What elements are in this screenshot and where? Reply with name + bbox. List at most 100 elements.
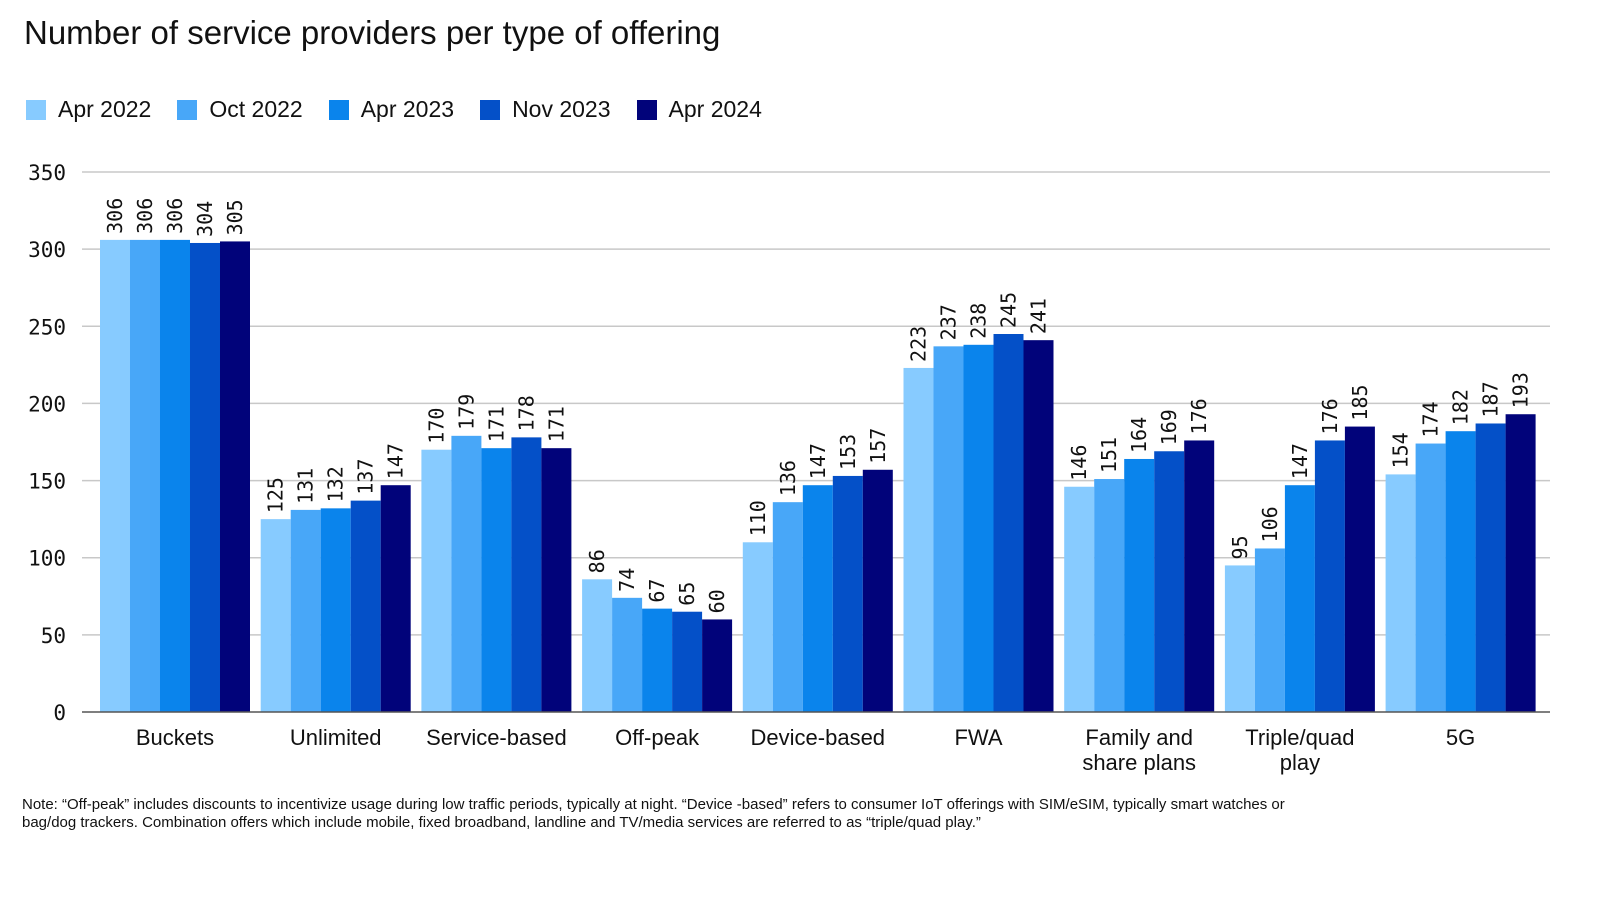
legend-item: Apr 2022 (26, 96, 151, 123)
data-label: 125 (264, 477, 288, 513)
bar (1385, 474, 1416, 712)
data-label: 237 (937, 304, 961, 340)
data-label: 182 (1449, 389, 1473, 425)
y-tick-label: 150 (28, 470, 66, 494)
data-label: 157 (866, 428, 890, 464)
data-label: 164 (1127, 417, 1151, 453)
data-label: 147 (1288, 443, 1312, 479)
bar (1254, 548, 1285, 712)
bar (802, 485, 833, 712)
legend-swatch (26, 99, 46, 120)
bar (350, 500, 381, 712)
data-label: 305 (223, 199, 247, 235)
data-label: 306 (103, 198, 127, 234)
data-label: 170 (424, 408, 448, 444)
bar (1023, 340, 1054, 712)
data-label: 132 (324, 466, 348, 502)
legend-item: Apr 2023 (328, 96, 455, 123)
legend-label: Apr 2022 (58, 96, 152, 122)
bar (1505, 414, 1536, 712)
legend-label: Apr 2024 (668, 96, 762, 122)
data-label: 238 (967, 303, 991, 339)
x-tick-label: Off-peak (615, 725, 700, 750)
bar (832, 475, 863, 712)
x-tick-label: 5G (1446, 725, 1475, 750)
y-tick-label: 250 (28, 315, 66, 339)
data-label: 67 (645, 579, 669, 603)
legend-swatch (328, 99, 349, 120)
bar (702, 619, 733, 712)
legend-label: Nov 2023 (512, 96, 611, 122)
x-tick-label: Unlimited (290, 725, 382, 750)
bar (1184, 440, 1215, 712)
bar (1445, 431, 1476, 712)
bar (451, 435, 482, 712)
data-label: 174 (1419, 401, 1443, 437)
legend: Apr 2022 Oct 2022 Apr 2023 Nov 2023 Apr 2024 (26, 96, 762, 123)
x-tick-label: Family and share plans (1082, 725, 1196, 775)
chart-title: Number of service providers per type of … (24, 14, 721, 51)
x-tick-label: Buckets (136, 725, 214, 750)
data-label: 304 (193, 201, 217, 237)
bar (290, 509, 321, 712)
data-label: 245 (997, 292, 1021, 328)
bar (130, 239, 160, 712)
bar (772, 502, 803, 712)
bar (1475, 423, 1506, 712)
data-label: 146 (1067, 445, 1091, 481)
bar (421, 449, 452, 712)
data-label: 306 (133, 198, 157, 234)
legend-item: Nov 2023 (480, 96, 611, 123)
data-label: 241 (1027, 298, 1051, 334)
y-tick-label: 50 (41, 624, 66, 648)
data-label: 187 (1479, 381, 1503, 417)
data-label: 137 (354, 459, 378, 495)
data-label: 136 (776, 460, 800, 496)
data-label: 185 (1348, 384, 1372, 420)
bar (1124, 458, 1155, 712)
data-label: 60 (705, 589, 729, 613)
data-label: 151 (1097, 437, 1121, 473)
bar (1224, 565, 1255, 712)
bar (220, 241, 250, 712)
bar (862, 469, 893, 712)
data-label: 110 (746, 500, 770, 536)
bar (541, 448, 572, 712)
legend-label: Apr 2023 (360, 96, 455, 122)
data-label: 131 (294, 468, 318, 504)
bar (320, 508, 351, 712)
bar (642, 608, 673, 712)
legend-swatch (177, 99, 198, 120)
bar (672, 611, 703, 712)
legend-item: Apr 2024 (636, 96, 762, 123)
data-label: 171 (484, 406, 508, 442)
bar (993, 334, 1024, 712)
y-tick-label: 300 (28, 238, 66, 262)
bar (190, 242, 220, 712)
data-label: 171 (544, 406, 568, 442)
bar (612, 597, 643, 712)
data-label: 176 (1187, 398, 1211, 434)
bar (511, 437, 542, 712)
y-tick-label: 350 (28, 161, 66, 185)
bar (1154, 451, 1185, 712)
data-label: 74 (615, 568, 639, 592)
data-label: 223 (907, 326, 931, 362)
bar (160, 239, 190, 712)
data-label: 65 (675, 582, 699, 606)
data-label: 147 (806, 443, 830, 479)
x-tick-label: Triple/quad play (1245, 725, 1354, 775)
bar (582, 579, 613, 712)
y-tick-label: 0 (53, 701, 66, 725)
data-label: 169 (1157, 409, 1181, 445)
y-tick-label: 100 (28, 547, 66, 571)
data-label: 176 (1318, 398, 1342, 434)
bar (1344, 426, 1375, 712)
bar (481, 448, 512, 712)
bar (1284, 485, 1315, 712)
data-label: 106 (1258, 506, 1282, 542)
bar (1415, 443, 1446, 712)
y-tick-label: 200 (28, 392, 66, 416)
chart-note: Note: “Off-peak” includes discounts to i… (22, 796, 1285, 831)
